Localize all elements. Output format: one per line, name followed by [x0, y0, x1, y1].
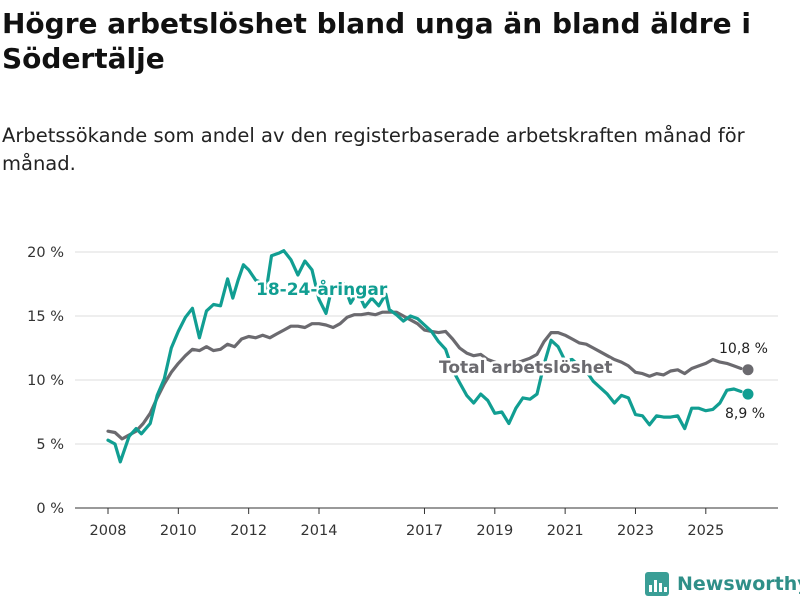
series-labels: 18-24-åringar Total arbetslöshet 10,8 % 8,9… [254, 276, 770, 425]
x-tick-label: 2019 [476, 523, 513, 539]
y-tick-label: 0 % [36, 501, 64, 517]
y-tick-label: 15 % [27, 309, 64, 325]
end-label-total: 10,8 % [719, 341, 768, 357]
end-point-total [742, 364, 754, 376]
x-tick-label: 2017 [406, 523, 443, 539]
series-label-18-24: 18-24-åringar [256, 278, 388, 300]
chart-title: Högre arbetslöshet bland unga än bland ä… [2, 7, 751, 75]
x-tick-label: 2010 [160, 523, 197, 539]
x-tick-label: 2023 [617, 523, 654, 539]
x-tick-label: 2012 [230, 523, 267, 539]
x-tick-label: 2025 [687, 523, 724, 539]
axes: 0 % 5 % 10 % 15 % 20 % 2008 2010 2012 2014 2017 20… [27, 245, 778, 539]
x-tick-label: 2008 [90, 523, 127, 539]
series-line-18-24 [106, 249, 743, 464]
brand-name: Newsworthy [677, 573, 800, 595]
y-tick-label: 10 % [27, 373, 64, 389]
y-tick-label: 5 % [36, 437, 64, 453]
series-line-total [106, 310, 743, 441]
series-lines [106, 249, 754, 464]
brand-footer[interactable]: Newsworthy [645, 570, 800, 598]
grid-lines [75, 251, 778, 445]
x-tick-label: 2014 [301, 523, 338, 539]
series-label-total: Total arbetslöshet [439, 358, 613, 378]
x-tick-label: 2021 [547, 523, 584, 539]
end-point-18-24 [742, 388, 754, 400]
end-label-18-24: 8,9 % [725, 406, 765, 422]
y-tick-label: 20 % [27, 245, 64, 261]
newsworthy-logo-icon [645, 572, 669, 596]
chart-subtitle: Arbetssökande som andel av den registerb… [2, 124, 745, 175]
